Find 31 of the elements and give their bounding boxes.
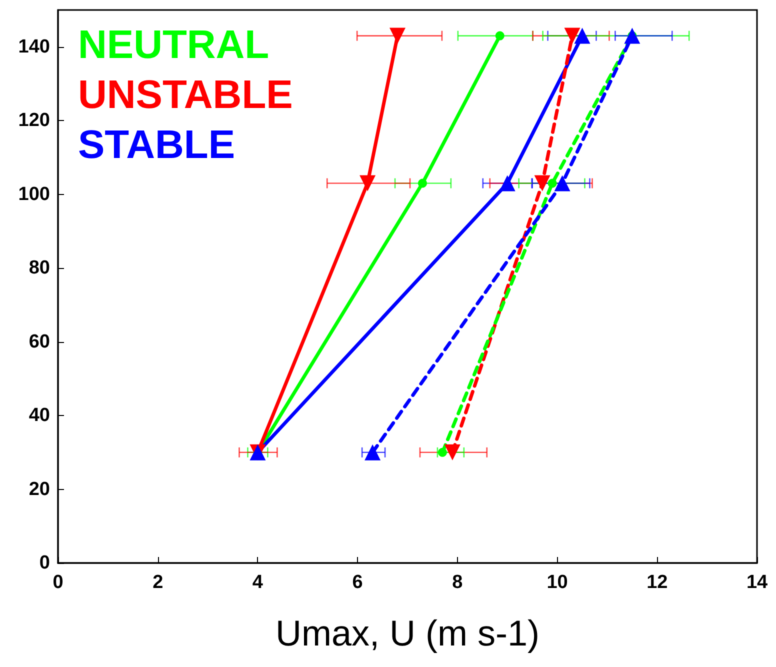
y-tick-label: 20 bbox=[28, 478, 50, 500]
x-tick-label: 14 bbox=[746, 572, 768, 593]
point bbox=[360, 175, 376, 192]
point bbox=[444, 444, 460, 460]
point bbox=[548, 178, 557, 188]
x-axis-title: Umax, U (m s-1) bbox=[276, 612, 540, 654]
x-tick-label: 0 bbox=[52, 572, 64, 593]
point bbox=[624, 28, 640, 44]
text: NEUTRAL bbox=[78, 23, 270, 67]
point bbox=[418, 178, 427, 188]
y-tick-label: 80 bbox=[28, 258, 50, 279]
x-tick-label: 10 bbox=[546, 572, 568, 593]
y-tick-label: 40 bbox=[28, 405, 50, 426]
y-tick-label: 60 bbox=[28, 331, 50, 352]
y-tick-label: 120 bbox=[18, 110, 50, 132]
point bbox=[364, 444, 381, 460]
x-tick-label: 4 bbox=[252, 572, 264, 593]
point bbox=[534, 175, 550, 192]
x-tick-label: 2 bbox=[152, 572, 164, 593]
x-tick-label: 8 bbox=[452, 572, 463, 593]
text: STABLE bbox=[78, 123, 236, 167]
y-tick-label: 100 bbox=[18, 184, 50, 205]
point bbox=[495, 31, 504, 40]
x-tick-label: 12 bbox=[646, 572, 668, 593]
y-tick-label: 140 bbox=[18, 36, 50, 58]
y-tick-label: 0 bbox=[39, 552, 50, 574]
point bbox=[438, 448, 447, 457]
x-tick-label: 6 bbox=[352, 572, 363, 593]
point bbox=[554, 175, 570, 192]
text: UNSTABLE bbox=[78, 73, 293, 117]
point bbox=[390, 28, 406, 44]
